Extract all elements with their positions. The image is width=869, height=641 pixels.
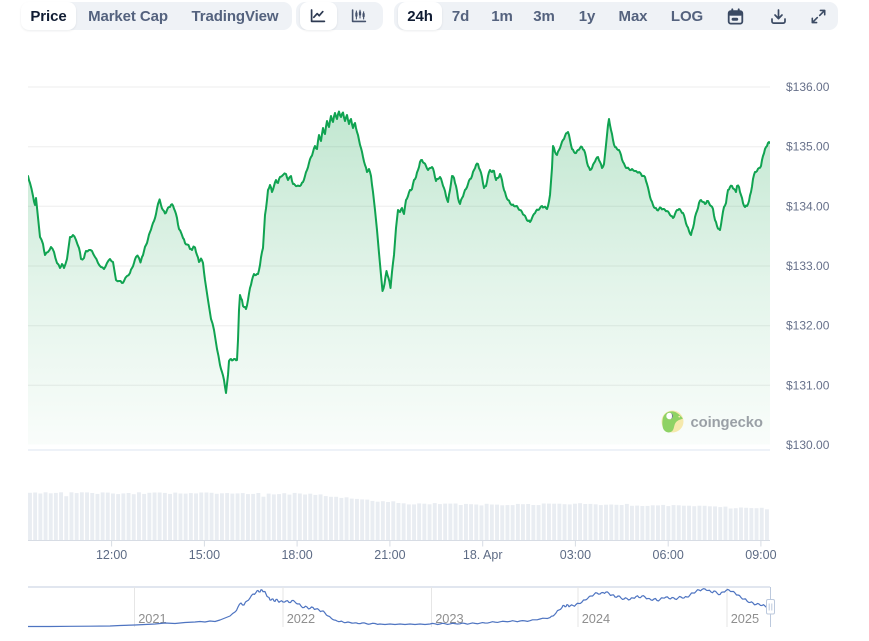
svg-text:2021: 2021 [138, 611, 166, 626]
svg-text:21:00: 21:00 [374, 548, 405, 562]
svg-text:09:00: 09:00 [745, 548, 776, 562]
svg-text:12:00: 12:00 [96, 548, 127, 562]
svg-text:$134.00: $134.00 [786, 199, 830, 213]
svg-text:$131.00: $131.00 [786, 378, 830, 392]
svg-text:03:00: 03:00 [560, 548, 591, 562]
svg-text:15:00: 15:00 [189, 548, 220, 562]
svg-text:18. Apr: 18. Apr [463, 548, 503, 562]
svg-text:$130.00: $130.00 [786, 438, 830, 452]
svg-text:18:00: 18:00 [281, 548, 312, 562]
svg-text:2025: 2025 [731, 611, 759, 626]
svg-text:$135.00: $135.00 [786, 140, 830, 154]
svg-text:2022: 2022 [287, 611, 315, 626]
svg-text:coingecko: coingecko [691, 415, 763, 431]
svg-text:$136.00: $136.00 [786, 80, 830, 94]
svg-text:2024: 2024 [582, 611, 610, 626]
svg-text:2023: 2023 [435, 611, 463, 626]
svg-text:$132.00: $132.00 [786, 319, 830, 333]
svg-text:06:00: 06:00 [653, 548, 684, 562]
svg-text:$133.00: $133.00 [786, 259, 830, 273]
